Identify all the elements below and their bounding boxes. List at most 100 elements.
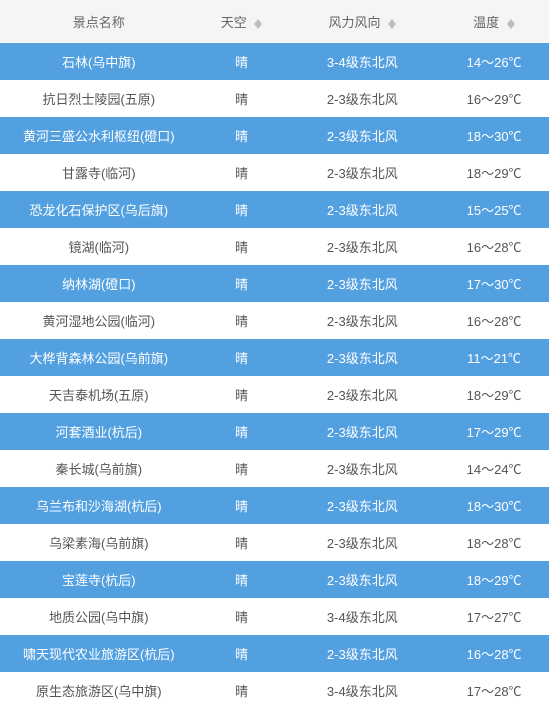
table-row: 秦长城(乌前旗)晴2-3级东北风14～24℃	[0, 450, 549, 487]
sort-icon[interactable]	[254, 19, 262, 29]
cell-wind: 2-3级东北风	[285, 487, 439, 524]
cell-temp: 16～28℃	[439, 635, 549, 672]
table-row: 抗日烈士陵园(五原)晴2-3级东北风16～29℃	[0, 80, 549, 117]
table-row: 河套酒业(杭后)晴2-3级东北风17～29℃	[0, 413, 549, 450]
cell-wind: 2-3级东北风	[285, 302, 439, 339]
cell-sky: 晴	[198, 117, 286, 154]
table-row: 黄河湿地公园(临河)晴2-3级东北风16～28℃	[0, 302, 549, 339]
cell-sky: 晴	[198, 265, 286, 302]
cell-temp: 18～30℃	[439, 117, 549, 154]
col-header-wind[interactable]: 风力风向	[285, 0, 439, 43]
cell-name: 天吉泰机场(五原)	[0, 376, 198, 413]
cell-temp: 18～30℃	[439, 487, 549, 524]
cell-sky: 晴	[198, 487, 286, 524]
sort-icon[interactable]	[388, 19, 396, 29]
weather-table: 景点名称 天空 风力风向 温度	[0, 0, 549, 709]
cell-wind: 2-3级东北风	[285, 413, 439, 450]
cell-temp: 16～29℃	[439, 80, 549, 117]
cell-wind: 2-3级东北风	[285, 228, 439, 265]
cell-name: 乌梁素海(乌前旗)	[0, 524, 198, 561]
cell-sky: 晴	[198, 191, 286, 228]
col-header-temp-label: 温度	[473, 15, 499, 30]
table-row: 镜湖(临河)晴2-3级东北风16～28℃	[0, 228, 549, 265]
cell-wind: 2-3级东北风	[285, 561, 439, 598]
cell-temp: 16～28℃	[439, 302, 549, 339]
cell-name: 啸天现代农业旅游区(杭后)	[0, 635, 198, 672]
cell-temp: 14～26℃	[439, 43, 549, 80]
cell-temp: 17～29℃	[439, 413, 549, 450]
cell-sky: 晴	[198, 228, 286, 265]
cell-sky: 晴	[198, 154, 286, 191]
cell-wind: 2-3级东北风	[285, 154, 439, 191]
col-header-sky[interactable]: 天空	[198, 0, 286, 43]
col-header-name-label: 景点名称	[73, 15, 125, 30]
cell-temp: 14～24℃	[439, 450, 549, 487]
table-row: 原生态旅游区(乌中旗)晴3-4级东北风17～28℃	[0, 672, 549, 709]
col-header-wind-label: 风力风向	[328, 15, 380, 30]
cell-temp: 11～21℃	[439, 339, 549, 376]
cell-sky: 晴	[198, 80, 286, 117]
table-row: 宝莲寺(杭后)晴2-3级东北风18～29℃	[0, 561, 549, 598]
cell-name: 乌兰布和沙海湖(杭后)	[0, 487, 198, 524]
cell-name: 石林(乌中旗)	[0, 43, 198, 80]
cell-sky: 晴	[198, 43, 286, 80]
cell-name: 黄河三盛公水利枢纽(磴口)	[0, 117, 198, 154]
col-header-name: 景点名称	[0, 0, 198, 43]
cell-temp: 18～29℃	[439, 154, 549, 191]
table-row: 黄河三盛公水利枢纽(磴口)晴2-3级东北风18～30℃	[0, 117, 549, 154]
cell-sky: 晴	[198, 598, 286, 635]
table-body: 石林(乌中旗)晴3-4级东北风14～26℃抗日烈士陵园(五原)晴2-3级东北风1…	[0, 43, 549, 709]
cell-wind: 2-3级东北风	[285, 265, 439, 302]
table-row: 啸天现代农业旅游区(杭后)晴2-3级东北风16～28℃	[0, 635, 549, 672]
cell-name: 纳林湖(磴口)	[0, 265, 198, 302]
cell-name: 秦长城(乌前旗)	[0, 450, 198, 487]
cell-name: 原生态旅游区(乌中旗)	[0, 672, 198, 709]
table-row: 地质公园(乌中旗)晴3-4级东北风17～27℃	[0, 598, 549, 635]
table-row: 乌梁素海(乌前旗)晴2-3级东北风18～28℃	[0, 524, 549, 561]
cell-wind: 3-4级东北风	[285, 43, 439, 80]
col-header-temp[interactable]: 温度	[439, 0, 549, 43]
table-row: 甘露寺(临河)晴2-3级东北风18～29℃	[0, 154, 549, 191]
sort-icon[interactable]	[507, 19, 515, 29]
cell-temp: 18～29℃	[439, 376, 549, 413]
cell-wind: 2-3级东北风	[285, 191, 439, 228]
cell-sky: 晴	[198, 450, 286, 487]
cell-name: 地质公园(乌中旗)	[0, 598, 198, 635]
table-row: 恐龙化石保护区(乌后旗)晴2-3级东北风15～25℃	[0, 191, 549, 228]
cell-wind: 2-3级东北风	[285, 80, 439, 117]
cell-name: 河套酒业(杭后)	[0, 413, 198, 450]
cell-wind: 3-4级东北风	[285, 672, 439, 709]
cell-temp: 15～25℃	[439, 191, 549, 228]
cell-wind: 2-3级东北风	[285, 376, 439, 413]
cell-wind: 2-3级东北风	[285, 450, 439, 487]
cell-name: 黄河湿地公园(临河)	[0, 302, 198, 339]
table-row: 天吉泰机场(五原)晴2-3级东北风18～29℃	[0, 376, 549, 413]
cell-wind: 2-3级东北风	[285, 635, 439, 672]
cell-name: 大桦背森林公园(乌前旗)	[0, 339, 198, 376]
cell-name: 宝莲寺(杭后)	[0, 561, 198, 598]
cell-wind: 3-4级东北风	[285, 598, 439, 635]
cell-temp: 17～28℃	[439, 672, 549, 709]
cell-temp: 17～30℃	[439, 265, 549, 302]
cell-temp: 18～28℃	[439, 524, 549, 561]
cell-name: 镜湖(临河)	[0, 228, 198, 265]
cell-sky: 晴	[198, 376, 286, 413]
cell-wind: 2-3级东北风	[285, 524, 439, 561]
table-row: 石林(乌中旗)晴3-4级东北风14～26℃	[0, 43, 549, 80]
table-header: 景点名称 天空 风力风向 温度	[0, 0, 549, 43]
cell-name: 恐龙化石保护区(乌后旗)	[0, 191, 198, 228]
cell-temp: 16～28℃	[439, 228, 549, 265]
cell-sky: 晴	[198, 672, 286, 709]
cell-sky: 晴	[198, 339, 286, 376]
table-row: 纳林湖(磴口)晴2-3级东北风17～30℃	[0, 265, 549, 302]
cell-sky: 晴	[198, 302, 286, 339]
col-header-sky-label: 天空	[221, 15, 247, 30]
table-row: 大桦背森林公园(乌前旗)晴2-3级东北风11～21℃	[0, 339, 549, 376]
cell-name: 抗日烈士陵园(五原)	[0, 80, 198, 117]
cell-sky: 晴	[198, 635, 286, 672]
cell-wind: 2-3级东北风	[285, 117, 439, 154]
cell-sky: 晴	[198, 413, 286, 450]
cell-sky: 晴	[198, 561, 286, 598]
cell-temp: 17～27℃	[439, 598, 549, 635]
table-row: 乌兰布和沙海湖(杭后)晴2-3级东北风18～30℃	[0, 487, 549, 524]
